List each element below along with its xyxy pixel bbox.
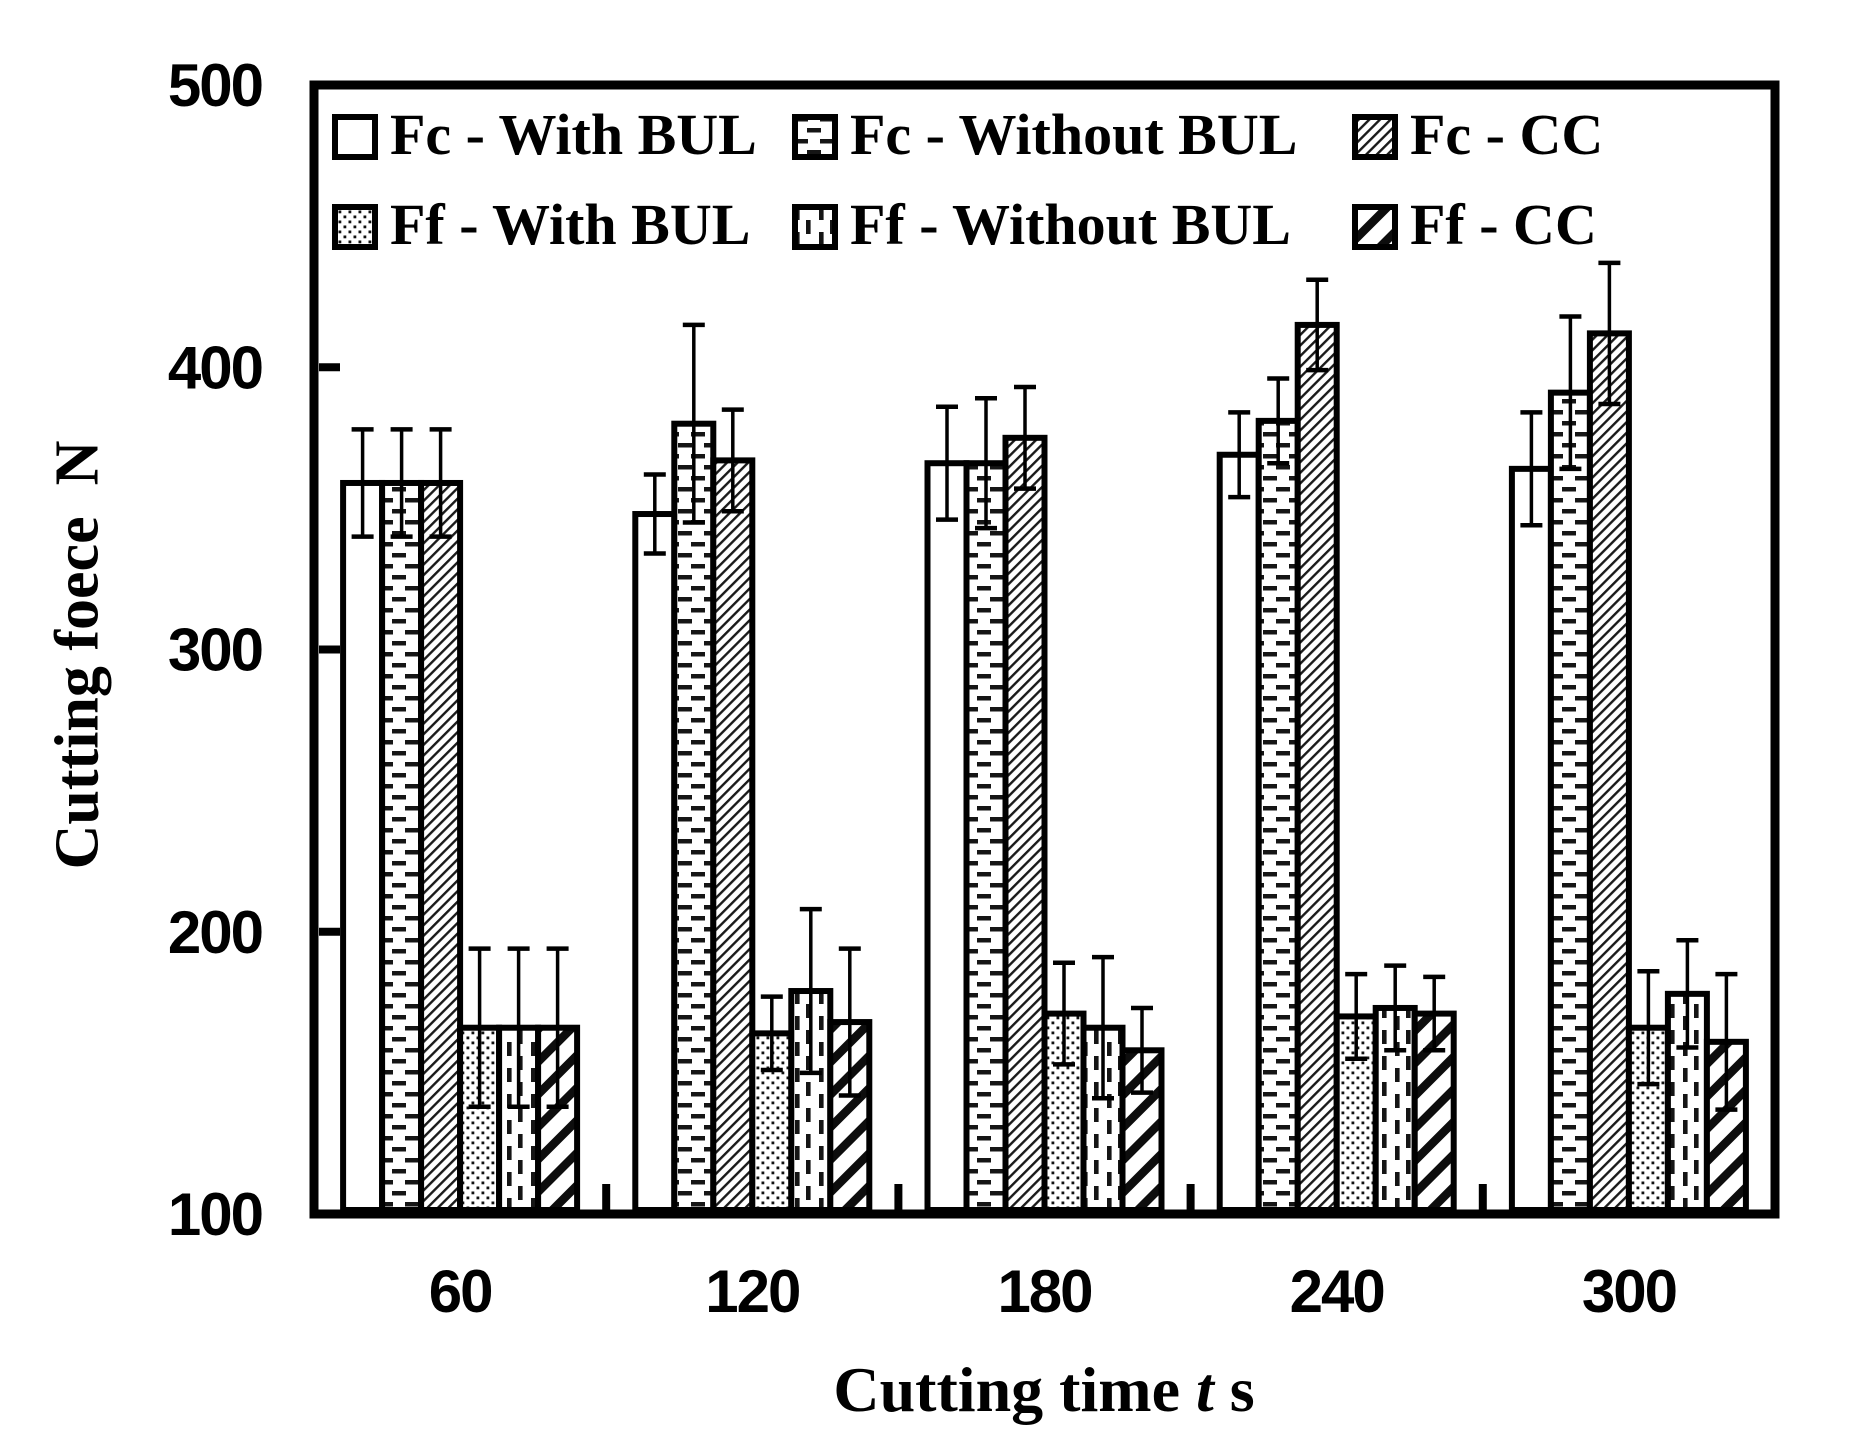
x-axis-title-unit: s [1213, 1354, 1255, 1425]
y-tick-label-500: 500 [168, 52, 262, 119]
x-tick-label-120: 120 [705, 1258, 799, 1325]
x-tick-label-300: 300 [1582, 1258, 1676, 1325]
bar-fc-without-bul-300 [1547, 389, 1593, 1213]
bar-fc-cc-180 [1002, 434, 1048, 1213]
x-axis-title-text: Cutting time [833, 1354, 1196, 1425]
bar-fc-cc-300 [1586, 330, 1632, 1213]
bar-fc-with-bul-180 [924, 460, 970, 1213]
bar-fc-without-bul-240 [1255, 417, 1301, 1213]
y-tick-label-200: 200 [168, 899, 262, 966]
y-tick-label-400: 400 [168, 334, 262, 401]
x-tick-label-240: 240 [1290, 1258, 1384, 1325]
x-axis-title: Cutting time t s [833, 1353, 1254, 1427]
bar-fc-cc-120 [710, 457, 756, 1213]
bar-fc-cc-240 [1294, 321, 1340, 1214]
bar-fc-with-bul-120 [632, 511, 678, 1213]
plot-border [309, 80, 1780, 1219]
bar-fc-with-bul-240 [1216, 451, 1262, 1213]
bar-fc-without-bul-120 [671, 420, 717, 1213]
bar-fc-with-bul-60 [340, 479, 386, 1214]
x-axis-title-variable: t [1195, 1354, 1214, 1425]
bar-fc-cc-60 [418, 479, 464, 1214]
bars-layer [340, 321, 1749, 1214]
y-tick-label-100: 100 [168, 1181, 262, 1248]
axes-layer: 100 200 300 400 500 60 120 180 240 300 [168, 52, 1678, 1325]
y-tick-label-300: 300 [168, 617, 262, 684]
bar-fc-without-bul-60 [379, 479, 425, 1214]
bar-fc-without-bul-180 [963, 460, 1009, 1213]
error-bars-layer [351, 260, 1738, 1112]
x-tick-label-180: 180 [997, 1258, 1091, 1325]
y-axis-title: Cutting foece N [43, 440, 112, 870]
bar-fc-with-bul-300 [1508, 465, 1554, 1213]
x-tick-label-60: 60 [429, 1258, 492, 1325]
